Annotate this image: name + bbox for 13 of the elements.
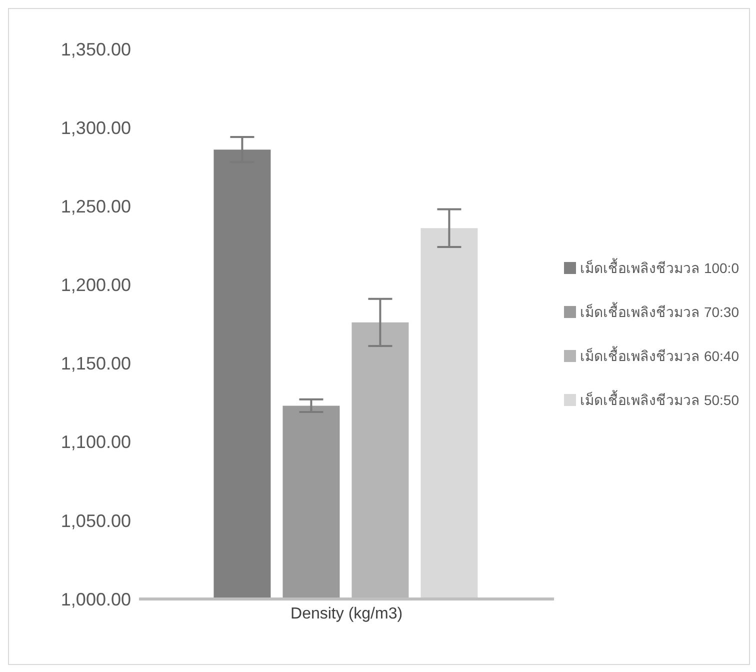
legend-label: เม็ดเชื้อเพลิงชีวมวล 50:50 — [580, 389, 739, 410]
legend-label: เม็ดเชื้อเพลิงชีวมวล 70:30 — [580, 301, 739, 322]
y-tick-label: 1,350.00 — [60, 39, 131, 60]
y-tick-label: 1,300.00 — [60, 118, 131, 138]
x-tick-label: Density (kg/m3) — [290, 605, 403, 622]
y-tick-label: 1,250.00 — [60, 196, 131, 217]
legend-label: เม็ดเชื้อเพลิงชีวมวล 100:0 — [580, 257, 739, 278]
y-tick-label: 1,150.00 — [60, 354, 131, 374]
y-tick-label: 1,000.00 — [60, 589, 131, 610]
y-tick-label: 1,200.00 — [60, 275, 131, 296]
legend-label: เม็ดเชื้อเพลิงชีวมวล 60:40 — [580, 345, 739, 366]
y-tick-label: 1,050.00 — [60, 510, 131, 531]
y-tick-label: 1,100.00 — [60, 432, 131, 452]
